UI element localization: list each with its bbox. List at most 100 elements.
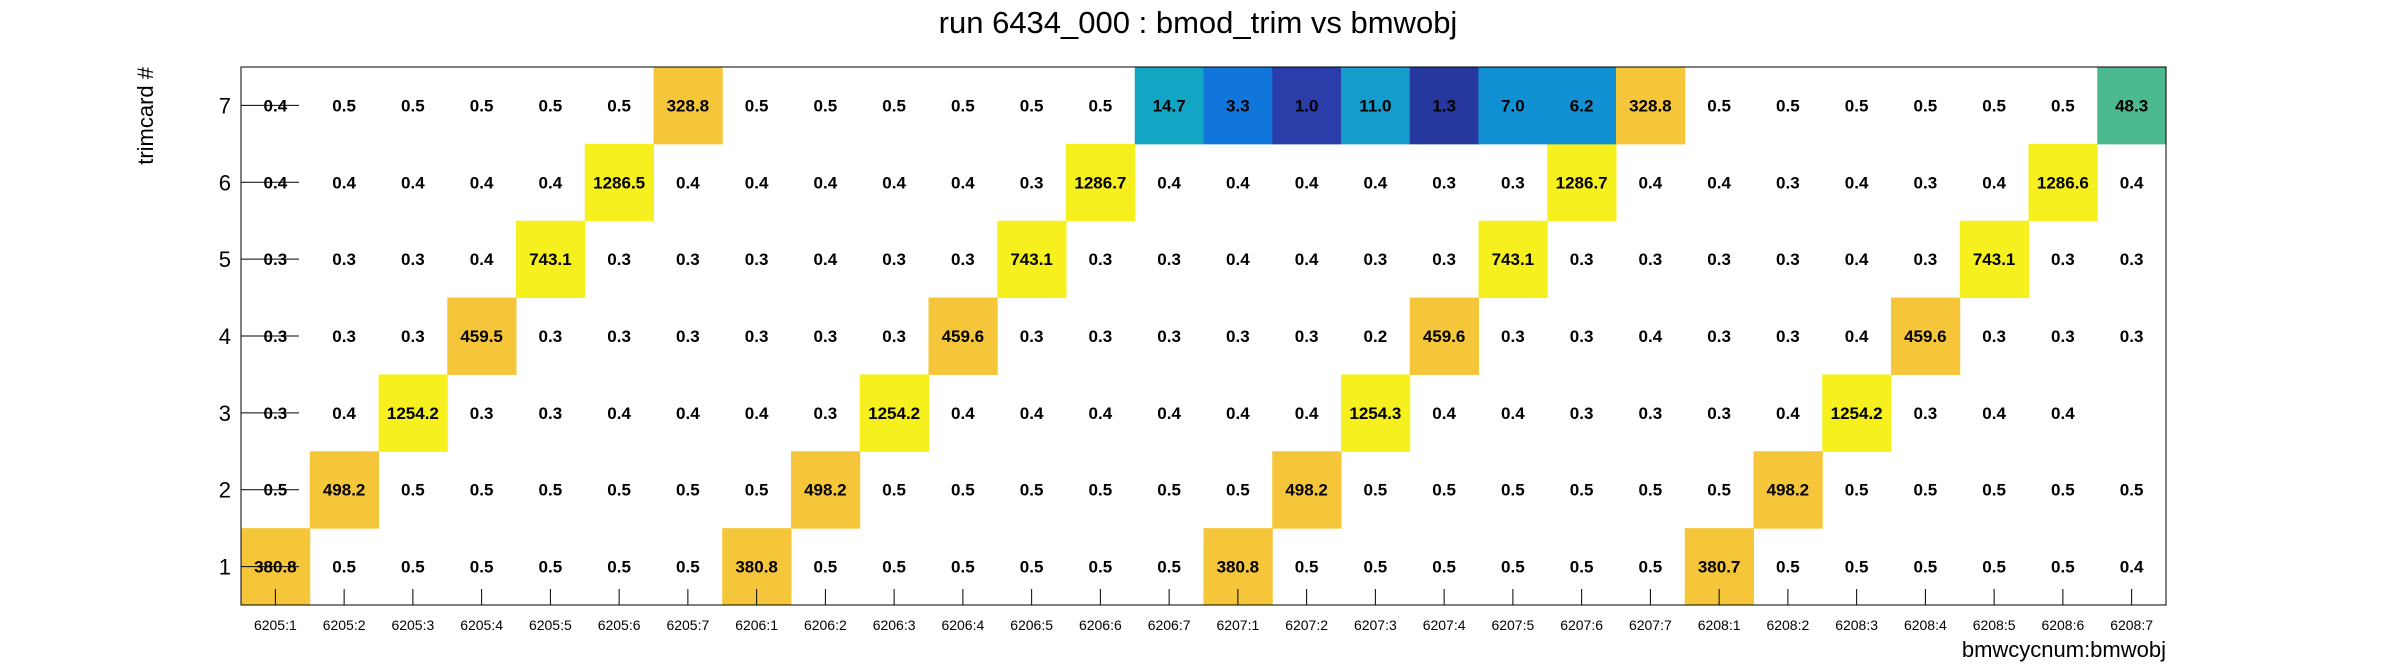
cell-value-label: 0.5 — [1570, 481, 1594, 500]
x-tick-label: 6205:7 — [666, 617, 709, 633]
cell-value-label: 0.4 — [1157, 173, 1181, 192]
cell-value-label: 0.3 — [539, 327, 563, 346]
cell-value-label: 0.5 — [1845, 558, 1869, 577]
cell-value-label: 0.3 — [1570, 404, 1594, 423]
heatmap-cell — [653, 67, 723, 145]
cell-value-label: 0.4 — [2051, 404, 2075, 423]
cell-value-label: 0.3 — [1432, 173, 1456, 192]
x-tick-label: 6208:3 — [1835, 617, 1878, 633]
cell-value-label: 0.5 — [676, 481, 700, 500]
cell-value-label: 0.3 — [882, 250, 906, 269]
cell-value-label: 0.5 — [1295, 558, 1319, 577]
x-tick-label: 6207:1 — [1216, 617, 1259, 633]
cell-value-label: 0.5 — [1501, 558, 1525, 577]
x-tick-label: 6207:6 — [1560, 617, 1603, 633]
cell-value-label: 0.5 — [1570, 558, 1594, 577]
heatmap-cell — [1478, 67, 1548, 145]
cell-value-label: 0.5 — [1501, 481, 1525, 500]
cell-value-label: 11.0 — [1359, 96, 1391, 115]
cell-value-label: 0.4 — [1845, 250, 1869, 269]
heatmap-cell — [309, 451, 379, 529]
cell-value-label: 0.3 — [1707, 250, 1731, 269]
cell-value-label: 0.4 — [1020, 404, 1044, 423]
cell-value-label: 0.3 — [1089, 327, 1113, 346]
cell-value-label: 0.3 — [1914, 250, 1938, 269]
cell-value-label: 0.3 — [607, 327, 631, 346]
y-tick-label: 4 — [219, 324, 231, 349]
cell-value-label: 380.8 — [1217, 558, 1260, 577]
chart-title: run 6434_000 : bmod_trim vs bmwobj — [939, 5, 1458, 40]
cell-value-label: 1286.6 — [2037, 173, 2089, 192]
y-tick-label: 1 — [219, 555, 231, 580]
cell-value-label: 0.5 — [1707, 481, 1731, 500]
x-tick-label: 6208:5 — [1973, 617, 2016, 633]
cell-value-label: 0.5 — [1914, 96, 1938, 115]
cell-value-label: 0.5 — [401, 481, 425, 500]
cell-value-label: 328.8 — [667, 96, 710, 115]
cell-value-label: 498.2 — [804, 481, 847, 500]
cell-value-label: 0.4 — [814, 250, 838, 269]
cell-value-label: 0.4 — [332, 173, 356, 192]
cell-value-label: 0.5 — [1845, 481, 1869, 500]
cell-value-label: 459.5 — [460, 327, 503, 346]
cell-value-label: 0.5 — [1432, 558, 1456, 577]
x-axis-label: bmwcycnum:bmwobj — [1962, 637, 2166, 662]
cell-value-label: 0.5 — [882, 481, 906, 500]
cell-value-label: 0.5 — [607, 558, 631, 577]
cell-value-label: 1286.7 — [1074, 173, 1126, 192]
cell-value-label: 0.4 — [1364, 173, 1388, 192]
cell-value-label: 0.5 — [1089, 481, 1113, 500]
x-tick-label: 6205:2 — [323, 617, 366, 633]
cell-value-label: 0.3 — [1570, 327, 1594, 346]
cell-value-label: 0.3 — [1639, 250, 1663, 269]
cell-value-label: 0.5 — [814, 558, 838, 577]
cell-value-label: 6.2 — [1570, 96, 1594, 115]
cell-value-label: 0.3 — [1707, 404, 1731, 423]
y-axis-label: trimcard # — [133, 66, 158, 165]
cell-value-label: 0.3 — [1639, 404, 1663, 423]
x-tick-label: 6208:6 — [2041, 617, 2084, 633]
cell-value-label: 0.5 — [607, 481, 631, 500]
heatmap-cell — [1066, 143, 1136, 222]
cell-value-label: 0.5 — [1157, 558, 1181, 577]
heatmap-cell — [1478, 220, 1548, 299]
cell-value-label: 743.1 — [1010, 250, 1053, 269]
cell-value-label: 459.6 — [942, 327, 985, 346]
cell-value-label: 0.5 — [539, 96, 563, 115]
cell-value-label: 0.3 — [332, 250, 356, 269]
x-tick-label: 6207:3 — [1354, 617, 1397, 633]
heatmap-cells: 380.8 0.5 0.5 0.5 0.5 0.5 0.5 380.8 0.5 0.5 0.5 0.5… — [241, 67, 2167, 606]
x-tick-label: 6207:5 — [1491, 617, 1534, 633]
cell-value-label: 0.5 — [332, 558, 356, 577]
cell-value-label: 0.4 — [1432, 404, 1456, 423]
cell-value-label: 0.4 — [676, 404, 700, 423]
cell-value-label: 0.5 — [951, 96, 975, 115]
cell-value-label: 0.5 — [1639, 558, 1663, 577]
cell-value-label: 0.4 — [1226, 173, 1250, 192]
y-tick-label: 7 — [219, 93, 231, 118]
cell-value-label: 0.5 — [1982, 481, 2006, 500]
cell-value-label: 0.4 — [745, 404, 769, 423]
y-tick-label: 5 — [219, 247, 231, 272]
cell-value-label: 0.3 — [1776, 173, 1800, 192]
heatmap-cell — [1891, 297, 1961, 375]
cell-value-label: 0.5 — [539, 558, 563, 577]
x-tick-label: 6205:3 — [391, 617, 434, 633]
cell-value-label: 0.4 — [539, 173, 563, 192]
cell-value-label: 0.4 — [745, 173, 769, 192]
x-tick-label: 6207:4 — [1423, 617, 1466, 633]
heatmap-cell — [1409, 297, 1479, 375]
cell-value-label: 0.3 — [1501, 327, 1525, 346]
cell-value-label: 0.4 — [676, 173, 700, 192]
cell-value-label: 0.5 — [1914, 481, 1938, 500]
cell-value-label: 0.3 — [814, 327, 838, 346]
heatmap-cell — [1134, 67, 1204, 145]
heatmap-cell — [1203, 67, 1273, 145]
x-tick-label: 6206:7 — [1148, 617, 1191, 633]
cell-value-label: 0.4 — [951, 404, 975, 423]
cell-value-label: 0.5 — [1020, 558, 1044, 577]
cell-value-label: 0.3 — [1914, 173, 1938, 192]
cell-value-label: 0.3 — [1432, 250, 1456, 269]
plot-frame — [240, 66, 2167, 606]
cell-value-label: 0.5 — [1707, 96, 1731, 115]
